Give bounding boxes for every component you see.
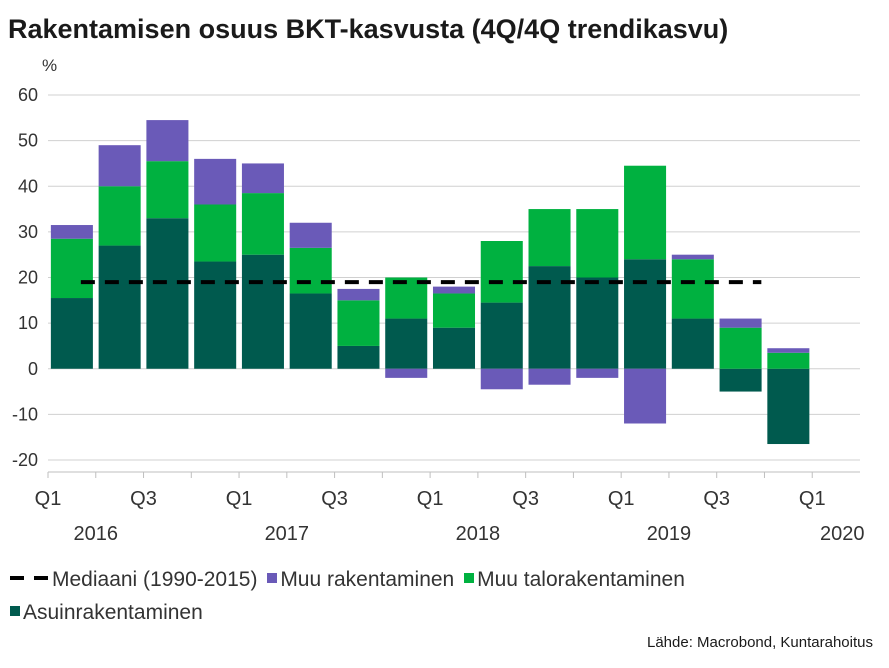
legend-item-muu-talorakentaminen: Muu talorakentaminen: [464, 563, 685, 596]
bar-segment: [719, 327, 762, 369]
bar-segment: [146, 218, 189, 369]
x-tick-label: Q1: [417, 488, 444, 510]
y-unit-label: %: [42, 56, 57, 75]
bar-segment: [194, 158, 237, 205]
bar-segment: [98, 245, 141, 369]
bar-segment: [528, 368, 571, 385]
bar-segment: [385, 277, 428, 319]
bar-segment: [146, 120, 189, 162]
bar-segment: [528, 209, 571, 267]
y-tick-label: 60: [18, 85, 38, 105]
bar-segment: [767, 352, 810, 369]
legend-swatch-asuinrakentaminen: [10, 606, 20, 617]
legend-label-asuinrakentaminen: Asuinrakentaminen: [23, 601, 203, 624]
bar-segment: [432, 327, 476, 369]
bar-segment: [241, 254, 284, 369]
bar-segment: [385, 368, 428, 378]
bar-segment: [624, 165, 667, 260]
y-tick-label: 50: [18, 131, 38, 151]
x-axis-ticks: Q1 2016 Q3 Q1 2017 Q3 Q1 2018 Q3 Q1 2019 Q3 Q1 2020: [35, 472, 865, 545]
bar-segment: [671, 259, 714, 319]
bar-segment: [480, 241, 523, 303]
legend-label-muu-rakentaminen: Muu rakentaminen: [280, 568, 455, 591]
bar-segment: [671, 254, 714, 260]
legend-label-muu-talorakentaminen: Muu talorakentaminen: [477, 568, 685, 591]
legend-item-median: Mediaani (1990-2015): [10, 563, 257, 596]
x-year-label: 2017: [265, 523, 310, 545]
bar-segment: [50, 225, 93, 239]
bar-segment: [337, 345, 380, 369]
bar-segment: [241, 193, 284, 255]
x-tick-label: Q1: [226, 488, 253, 510]
chart-title: Rakentamisen osuus BKT-kasvusta (4Q/4Q t…: [8, 14, 729, 44]
bar-segment: [146, 161, 189, 219]
x-tick-label: Q1: [608, 488, 635, 510]
bar-segment: [194, 261, 237, 369]
legend-item-asuinrakentaminen: Asuinrakentaminen: [10, 596, 203, 629]
bar-segment: [576, 209, 619, 278]
bar-segment: [50, 238, 93, 299]
bar-segment: [576, 277, 619, 369]
bar-segment: [98, 145, 141, 187]
bar-segment: [98, 186, 141, 246]
y-tick-label: 20: [18, 268, 38, 288]
x-tick-label: Q3: [130, 488, 157, 510]
bar-segment: [767, 348, 810, 353]
bar-segment: [194, 204, 237, 262]
y-tick-label: 10: [18, 313, 38, 333]
bar-segment: [767, 368, 810, 445]
x-year-label: 2016: [74, 523, 119, 545]
bar-segment: [337, 288, 380, 301]
x-tick-label: Q3: [512, 488, 539, 510]
x-year-label: 2019: [647, 523, 692, 545]
y-tick-label: 0: [28, 359, 38, 379]
legend-swatch-median: [10, 576, 48, 581]
bar-segment: [432, 286, 476, 294]
y-tick-label: 40: [18, 176, 38, 196]
x-year-label: 2020: [820, 523, 865, 545]
bar-segment: [241, 163, 284, 194]
legend-item-muu-rakentaminen: Muu rakentaminen: [267, 563, 454, 596]
y-tick-label: 30: [18, 222, 38, 242]
bar-segment: [289, 222, 332, 248]
bar-segment: [624, 368, 667, 424]
bar-segment: [671, 318, 714, 369]
source-note: Lähde: Macrobond, Kuntarahoitus: [647, 634, 873, 651]
bar-segment: [289, 247, 332, 294]
legend-label-median: Mediaani (1990-2015): [52, 568, 258, 591]
x-tick-label: Q1: [35, 488, 62, 510]
bar-segment: [624, 259, 667, 369]
bar-segment: [480, 368, 523, 390]
bar-segment: [337, 300, 380, 346]
legend-swatch-muu-talorakentaminen: [464, 573, 475, 584]
bar-segment: [432, 293, 476, 328]
y-tick-label: -20: [12, 450, 38, 470]
bar-segment: [289, 293, 332, 369]
y-axis-ticks: -20 -10 0 10 20 30 40 50 60: [12, 85, 38, 470]
x-tick-label: Q3: [321, 488, 348, 510]
x-tick-label: Q3: [703, 488, 730, 510]
legend-swatch-muu-rakentaminen: [267, 573, 278, 584]
legend: Mediaani (1990-2015) Muu rakentaminen Mu…: [10, 563, 770, 629]
bar-segment: [719, 368, 762, 392]
bars: [50, 120, 810, 445]
bar-segment: [385, 318, 428, 369]
x-tick-label: Q1: [799, 488, 826, 510]
bar-segment: [50, 298, 93, 369]
bar-segment: [576, 368, 619, 378]
y-tick-label: -10: [12, 404, 38, 424]
bar-segment: [480, 302, 523, 369]
x-year-label: 2018: [456, 523, 501, 545]
bar-segment: [719, 318, 762, 328]
